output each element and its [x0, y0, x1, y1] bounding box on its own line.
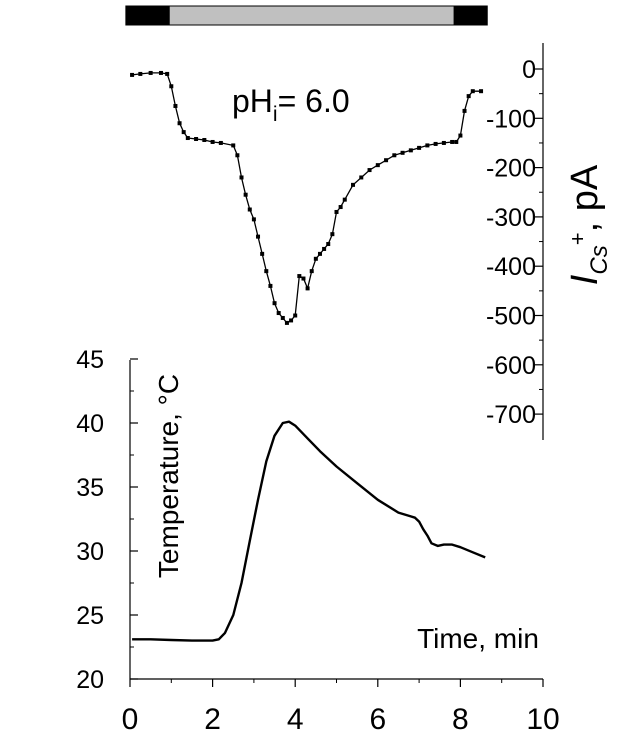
time-x-tick-label: 10	[526, 703, 559, 733]
current-data-point	[231, 143, 236, 148]
temperature-y-axis-label: Temperature, °C	[153, 374, 184, 578]
temperature-y-tick-label: 30	[76, 538, 104, 566]
current-data-point	[470, 89, 475, 94]
time-x-axis-label: Time, min	[417, 623, 539, 654]
current-data-point	[276, 311, 281, 316]
current-data-point	[425, 143, 430, 148]
current-data-point	[264, 269, 269, 274]
current-data-point	[317, 251, 322, 256]
stimulus-bar	[125, 5, 488, 26]
current-data-point	[280, 315, 285, 320]
time-x-tick-label: 6	[369, 703, 386, 733]
current-data-point	[260, 251, 265, 256]
current-data-point	[392, 153, 397, 158]
time-x-tick-label: 2	[204, 703, 221, 733]
current-y-tick-label: -200	[486, 155, 536, 183]
temperature-y-tick-label: 25	[76, 602, 104, 630]
current-data-point	[330, 232, 335, 237]
current-data-point	[165, 71, 170, 76]
current-data-point	[177, 121, 182, 126]
current-data-point	[400, 150, 405, 155]
current-data-point	[375, 163, 380, 168]
current-data-point	[148, 70, 153, 75]
ph-annotation: pHi= 6.0	[232, 83, 350, 126]
current-data-point	[185, 136, 190, 141]
current-data-point	[138, 71, 143, 76]
temperature-panel: 20 25 30 35 40 45 0 2 4 6 8 10 Temperature, °C Tim…	[76, 346, 560, 733]
current-data-point	[342, 197, 347, 202]
current-data-point	[454, 139, 459, 144]
current-y-tick-label: -500	[486, 303, 536, 331]
temperature-y-tick-label: 45	[76, 346, 104, 374]
temperature-series-line	[132, 420, 486, 642]
current-data-point	[367, 168, 372, 173]
current-data-point	[384, 158, 389, 163]
current-data-point	[173, 103, 178, 108]
current-y-tick-label: -700	[486, 401, 536, 429]
current-data-point	[458, 133, 463, 138]
temperature-y-ticks: 20 25 30 35 40 45	[76, 346, 138, 694]
current-data-point	[194, 137, 199, 142]
current-data-point	[433, 141, 438, 146]
current-data-point	[169, 84, 174, 89]
current-data-point	[247, 207, 252, 212]
current-data-point	[351, 182, 356, 187]
current-data-point	[326, 242, 331, 247]
current-data-point	[218, 140, 223, 145]
time-x-tick-label: 8	[452, 703, 469, 733]
current-y-axis-label: ICs+, pA	[564, 164, 613, 285]
time-x-ticks: 0 2 4 6 8 10	[122, 679, 560, 733]
current-data-point	[322, 246, 327, 251]
current-y-tick-label: -600	[486, 352, 536, 380]
current-data-point	[338, 205, 343, 210]
temperature-y-tick-label: 35	[76, 474, 104, 502]
current-data-point	[359, 175, 364, 180]
current-data-point	[268, 283, 273, 288]
current-data-point	[334, 209, 339, 214]
current-data-point	[313, 256, 318, 261]
temperature-y-tick-label: 40	[76, 410, 104, 438]
current-data-point	[272, 301, 277, 306]
current-data-point	[210, 139, 215, 144]
current-data-point	[235, 153, 240, 158]
current-y-tick-label: -100	[486, 105, 536, 133]
time-x-tick-label: 4	[287, 703, 304, 733]
time-x-tick-label: 0	[122, 703, 139, 733]
current-data-point	[309, 269, 314, 274]
current-data-point	[462, 108, 467, 113]
current-data-point	[251, 217, 256, 222]
stimulus-bar-segment-2	[453, 5, 488, 26]
stimulus-bar-segment-1	[168, 5, 455, 26]
current-y-tick-label: -400	[486, 253, 536, 281]
current-series-markers	[130, 70, 484, 325]
stimulus-bar-segment-0	[125, 5, 170, 26]
current-data-point	[305, 286, 310, 291]
current-data-point	[293, 313, 298, 318]
current-data-point	[450, 139, 455, 144]
current-y-ticks: 0 -100 -200 -300 -400 -500 -600 -700	[486, 56, 543, 429]
current-data-point	[256, 234, 261, 239]
temperature-y-tick-label: 20	[76, 666, 104, 694]
current-data-point	[239, 175, 244, 180]
current-data-point	[181, 130, 186, 135]
current-data-point	[289, 318, 294, 323]
current-data-point	[441, 140, 446, 145]
current-data-point	[202, 137, 207, 142]
current-data-point	[417, 145, 422, 150]
current-data-point	[297, 274, 302, 279]
current-data-point	[408, 148, 413, 153]
current-data-point	[284, 320, 289, 325]
current-y-tick-label: 0	[522, 56, 536, 84]
current-data-point	[243, 192, 248, 197]
current-data-point	[130, 72, 135, 77]
current-data-point	[466, 94, 471, 99]
current-y-tick-label: -300	[486, 204, 536, 232]
current-data-point	[479, 89, 484, 94]
current-data-point	[158, 70, 163, 75]
current-data-point	[301, 276, 306, 281]
current-panel: 0 -100 -200 -300 -400 -500 -600 -700 pHi= 6.0 I…	[130, 43, 613, 440]
